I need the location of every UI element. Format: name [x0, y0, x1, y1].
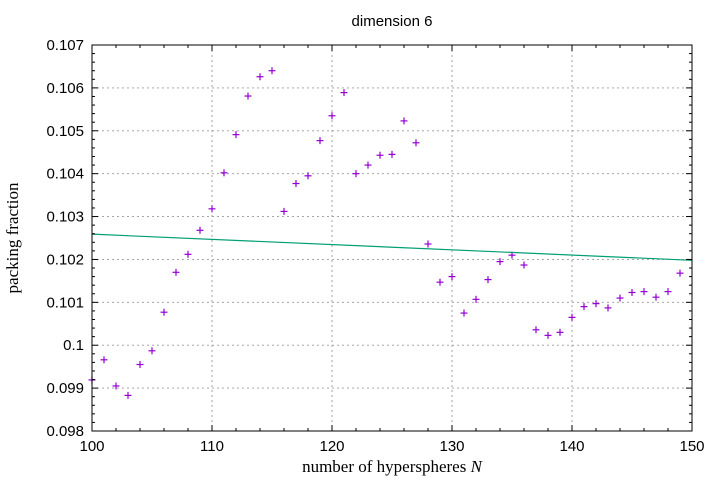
data-point	[148, 347, 156, 355]
data-point	[184, 250, 192, 258]
data-point	[544, 331, 552, 339]
data-point	[496, 258, 504, 266]
data-point	[304, 172, 312, 180]
data-point	[160, 308, 168, 316]
data-point	[604, 304, 612, 312]
x-tick-label: 110	[200, 438, 224, 455]
data-point	[268, 67, 276, 75]
data-point	[292, 180, 300, 188]
y-tick-label: 0.098	[46, 423, 84, 440]
data-point	[652, 293, 660, 301]
data-point	[208, 205, 216, 213]
data-point	[112, 382, 120, 390]
data-point	[256, 73, 264, 81]
data-point	[280, 207, 288, 215]
y-tick-label: 0.101	[46, 294, 84, 311]
data-point	[592, 300, 600, 308]
data-point	[580, 303, 588, 311]
data-point	[388, 150, 396, 158]
y-tick-label: 0.104	[46, 166, 84, 183]
axis-ticks: 100 110 120 130 140 150 0.098 0.099 0.1 0.101 0.10…	[46, 37, 704, 455]
y-tick-label: 0.099	[46, 380, 84, 397]
x-tick-label: 140	[559, 438, 584, 455]
data-point	[172, 268, 180, 276]
data-point	[412, 139, 420, 147]
y-tick-label: 0.107	[46, 37, 84, 54]
data-point	[676, 269, 684, 277]
data-point	[400, 117, 408, 125]
data-point	[556, 328, 564, 336]
trend-line	[91, 233, 693, 261]
grid	[92, 45, 692, 431]
data-point	[136, 361, 144, 369]
data-point	[436, 278, 444, 286]
data-point	[616, 294, 624, 302]
data-point	[532, 326, 540, 334]
data-point	[628, 288, 636, 296]
x-tick-label: 130	[439, 438, 464, 455]
data-point	[220, 169, 228, 177]
y-axis-label: packing fraction	[3, 182, 22, 293]
data-point	[124, 391, 132, 399]
x-tick-label: 120	[319, 438, 344, 455]
x-tick-label: 150	[679, 438, 704, 455]
x-axis-label-main: number of hyperspheres	[302, 457, 471, 476]
x-axis-label-var: N	[470, 457, 484, 476]
chart-title: dimension 6	[352, 13, 433, 30]
y-tick-label: 0.106	[46, 80, 84, 97]
data-point	[460, 309, 468, 317]
plot-frame	[91, 44, 693, 432]
data-point	[340, 89, 348, 97]
data-point	[664, 288, 672, 296]
data-point	[424, 240, 432, 248]
data-point	[244, 92, 252, 100]
data-point	[352, 170, 360, 178]
x-tick-label: 100	[79, 438, 104, 455]
data-point	[568, 313, 576, 321]
data-point	[196, 226, 204, 234]
data-point	[520, 261, 528, 269]
plot-series	[88, 67, 693, 399]
y-tick-label: 0.1	[63, 337, 84, 354]
data-point	[100, 356, 108, 364]
y-tick-label: 0.102	[46, 251, 84, 268]
data-point	[364, 161, 372, 169]
data-point	[232, 131, 240, 139]
data-point	[448, 273, 456, 281]
data-point	[640, 288, 648, 296]
y-tick-label: 0.105	[46, 123, 84, 140]
data-point	[316, 137, 324, 145]
y-tick-label: 0.103	[46, 209, 84, 226]
data-point	[328, 112, 336, 120]
data-point	[484, 276, 492, 284]
x-axis-label: number of hyperspheres N	[302, 457, 484, 476]
data-point	[376, 151, 384, 159]
data-point	[472, 295, 480, 303]
